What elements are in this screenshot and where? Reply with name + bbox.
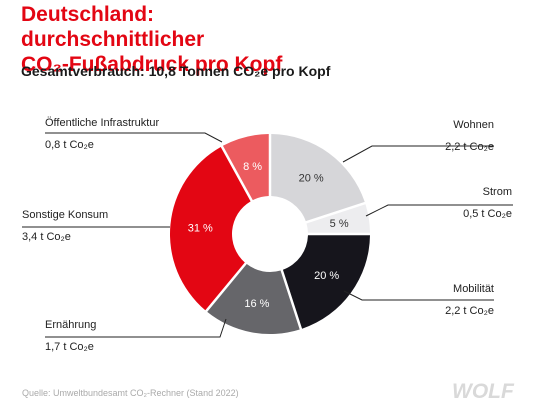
leader-line-strom	[365, 204, 513, 217]
chart-title: Deutschland: durchschnittlicher CO₂-Fußa…	[21, 2, 341, 77]
pct-label-oeffentliche-infrastruktur: 8 %	[243, 161, 262, 173]
pct-label-wohnen: 20 %	[299, 172, 324, 184]
slice-amount-wohnen: 2,2 t Co₂e	[445, 141, 494, 153]
slice-amount-mobilitaet: 2,2 t Co₂e	[445, 305, 494, 317]
slice-amount-strom: 0,5 t Co₂e	[463, 208, 512, 220]
slice-wohnen	[271, 134, 365, 222]
title-line-1: Deutschland: durchschnittlicher	[21, 3, 205, 51]
label-mobilitaet: Mobilität 2,2 t Co₂e	[445, 282, 494, 318]
pct-label-sonstige-konsum: 31 %	[188, 222, 213, 234]
label-wohnen: Wohnen 2,2 t Co₂e	[445, 118, 494, 154]
leader-line-wohnen	[342, 145, 494, 163]
slice-name-ernaehrung: Ernährung	[45, 319, 97, 331]
leader-line-ernaehrung	[45, 318, 227, 338]
label-oeffentliche-infrastruktur: Öffentliche Infrastruktur 0,8 t Co₂e	[45, 116, 159, 152]
title-line-2: CO₂-Fußabdruck pro Kopf	[21, 53, 283, 76]
logo-text: WOLF	[452, 380, 515, 402]
label-ernaehrung: Ernährung 1,7 t Co₂e	[45, 318, 96, 354]
slice-name-oeffentliche-infrastruktur: Öffentliche Infrastruktur	[45, 117, 160, 129]
slice-mobilitaet	[282, 235, 370, 329]
source-note: Quelle: Umweltbundesamt CO₂-Rechner (Sta…	[22, 388, 239, 398]
pct-label-strom: 5 %	[330, 218, 349, 230]
pct-label-mobilitaet: 20 %	[314, 270, 339, 282]
pct-label-ernaehrung: 16 %	[244, 298, 269, 310]
slice-name-wohnen: Wohnen	[453, 119, 494, 131]
slice-ernaehrung	[207, 264, 300, 334]
chart-subtitle: Gesamtverbrauch: 10,8 Tonnen CO₂e pro Ko…	[21, 63, 331, 79]
slice-oeffentliche-infrastruktur	[222, 134, 269, 201]
slice-amount-sonstige-konsum: 3,4 t Co₂e	[22, 231, 71, 243]
slice-strom	[306, 204, 370, 233]
wolf-logo: WOLF	[452, 380, 515, 402]
leader-line-oeffentliche-infrastruktur	[45, 132, 223, 143]
slice-amount-ernaehrung: 1,7 t Co₂e	[45, 341, 94, 353]
leader-line-mobilitaet	[343, 290, 494, 301]
slice-name-mobilitaet: Mobilität	[453, 283, 494, 295]
slice-sonstige-konsum	[170, 146, 251, 311]
slice-name-strom: Strom	[482, 186, 512, 198]
label-strom: Strom 0,5 t Co₂e	[463, 185, 512, 221]
slice-amount-oeffentliche-infrastruktur: 0,8 t Co₂e	[45, 139, 94, 151]
label-sonstige-konsum: Sonstige Konsum 3,4 t Co₂e	[22, 208, 108, 244]
slice-name-sonstige-konsum: Sonstige Konsum	[22, 209, 109, 221]
